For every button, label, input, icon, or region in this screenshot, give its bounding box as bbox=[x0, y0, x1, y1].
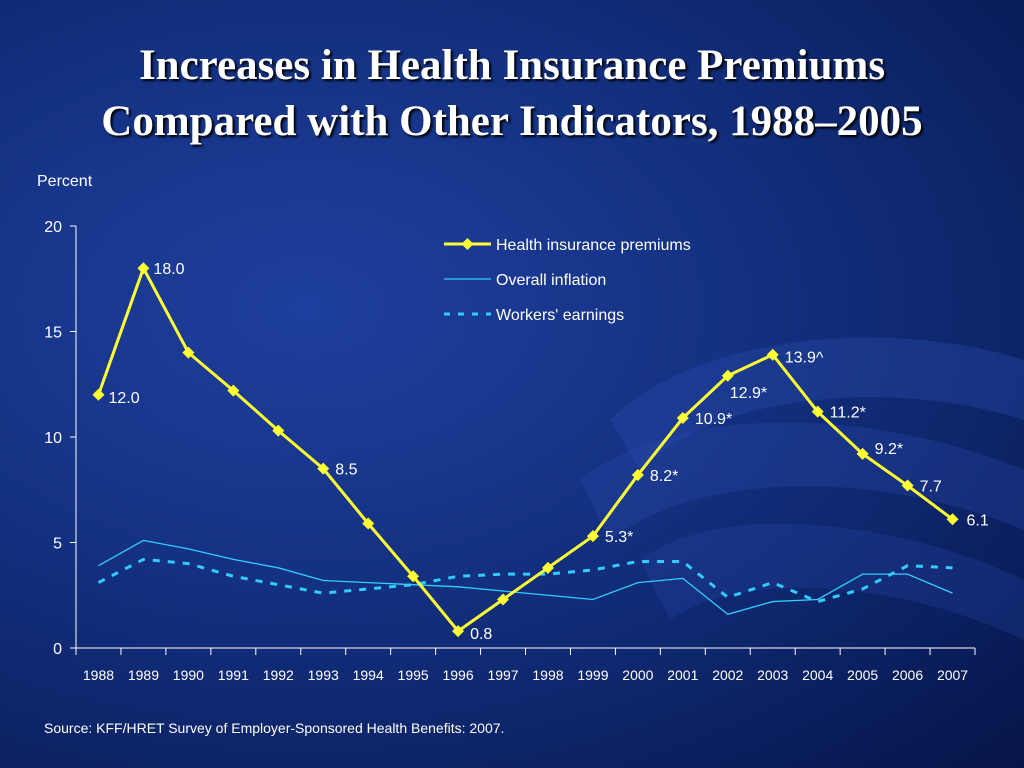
series-line-workers-earnings bbox=[97, 557, 953, 604]
premium-point bbox=[811, 405, 824, 418]
series-line-health-premiums bbox=[97, 264, 954, 634]
x-tick-label: 1999 bbox=[577, 667, 608, 683]
premium-point bbox=[766, 348, 779, 361]
x-tick-label: 1993 bbox=[308, 667, 339, 683]
premium-data-label: 10.9* bbox=[695, 411, 732, 428]
y-tick-label: 5 bbox=[53, 536, 62, 553]
page-title: Increases in Health Insurance Premiums C… bbox=[0, 38, 1024, 150]
x-tick-label: 2003 bbox=[757, 667, 788, 683]
x-tick-label: 2006 bbox=[892, 667, 923, 683]
series-layer: 12.0 18.0 8.5 0.8 5.3* 8.2* 10.9* 12.9* 13.9^ 11.… bbox=[92, 261, 989, 643]
premium-data-label: 8.2* bbox=[650, 468, 678, 485]
premium-point bbox=[946, 513, 959, 526]
x-tick-label: 2007 bbox=[937, 667, 968, 683]
legend-label-earnings: Workers' earnings bbox=[496, 307, 624, 324]
premium-data-label: 0.8 bbox=[470, 626, 492, 643]
title-line-1: Increases in Health Insurance Premiums bbox=[138, 42, 886, 89]
premium-point bbox=[676, 412, 689, 425]
premium-point bbox=[452, 625, 465, 638]
premium-data-label: 9.2* bbox=[875, 441, 903, 458]
premium-data-label: 12.0 bbox=[108, 390, 139, 407]
x-tick-label: 1990 bbox=[173, 667, 204, 683]
x-tick-label: 1991 bbox=[218, 667, 249, 683]
source-note: Source: KFF/HRET Survey of Employer-Spon… bbox=[44, 720, 504, 736]
premium-point bbox=[497, 593, 510, 606]
premium-point bbox=[317, 462, 330, 475]
premium-data-label: 18.0 bbox=[153, 261, 184, 278]
x-tick-label: 1992 bbox=[263, 667, 294, 683]
legend-marker-premiums bbox=[461, 238, 474, 250]
x-tick-label: 1995 bbox=[398, 667, 429, 683]
premium-data-label: 6.1 bbox=[967, 512, 989, 529]
x-tick-label: 1989 bbox=[128, 667, 159, 683]
premium-data-label: 7.7 bbox=[920, 479, 942, 496]
x-tick-label: 2001 bbox=[667, 667, 698, 683]
series-line-overall-inflation bbox=[98, 539, 953, 615]
premium-point bbox=[407, 570, 420, 583]
premium-point bbox=[631, 468, 644, 481]
x-tick-label: 1996 bbox=[442, 667, 473, 683]
x-tick-label: 1997 bbox=[487, 667, 518, 683]
y-tick-label: 0 bbox=[53, 641, 62, 658]
premium-data-label: 11.2* bbox=[830, 405, 866, 422]
premium-point bbox=[362, 517, 375, 530]
x-tick-label: 1988 bbox=[83, 667, 114, 683]
premium-point bbox=[856, 447, 869, 460]
x-tick-label: 1998 bbox=[532, 667, 563, 683]
title-line-2: Compared with Other Indicators, 1988–200… bbox=[101, 98, 923, 145]
x-tick-label: 2002 bbox=[712, 667, 743, 683]
premium-point bbox=[92, 388, 105, 401]
premium-point bbox=[586, 530, 599, 543]
y-axis-label: Percent bbox=[37, 173, 93, 190]
premium-point bbox=[272, 424, 285, 437]
legend-label-premiums: Health insurance premiums bbox=[496, 237, 691, 254]
premium-point bbox=[721, 369, 734, 382]
premium-point bbox=[137, 262, 150, 275]
premium-data-label: 5.3* bbox=[605, 529, 633, 546]
premium-point bbox=[901, 479, 914, 492]
y-tick-label: 10 bbox=[44, 430, 62, 447]
premium-point bbox=[182, 346, 195, 359]
y-axis: 0 5 10 15 20 bbox=[44, 219, 77, 658]
premium-data-label: 13.9^ bbox=[785, 350, 824, 367]
x-tick-label: 1994 bbox=[353, 667, 384, 683]
premium-data-label: 8.5 bbox=[335, 462, 357, 479]
y-tick-label: 20 bbox=[44, 219, 62, 236]
legend: Health insurance premiums Overall inflati… bbox=[444, 237, 691, 324]
premium-point bbox=[541, 561, 554, 574]
x-tick-label: 2004 bbox=[802, 667, 833, 683]
x-axis: 1988 1989 1990 1991 1992 1993 1994 1995 1996 1997… bbox=[75, 647, 976, 683]
x-tick-label: 2005 bbox=[847, 667, 878, 683]
legend-label-inflation: Overall inflation bbox=[496, 272, 606, 289]
premium-data-label: 12.9* bbox=[730, 385, 767, 402]
premium-point bbox=[227, 384, 240, 397]
y-tick-label: 15 bbox=[44, 325, 62, 342]
x-tick-label: 2000 bbox=[622, 667, 653, 683]
